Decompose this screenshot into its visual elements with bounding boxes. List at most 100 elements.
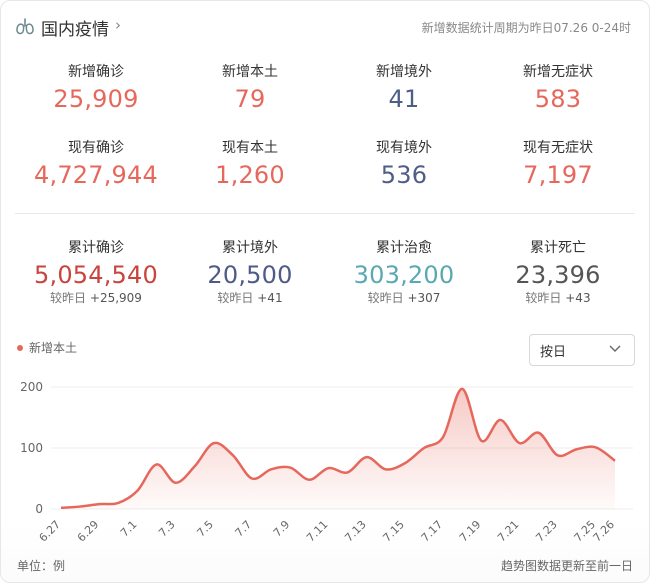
data-point[interactable] [115, 500, 121, 506]
stat-current-local: 现有本土 1,260 [170, 137, 330, 189]
x-tick-label: 7.13 [342, 518, 369, 545]
data-point[interactable] [287, 465, 293, 471]
stat-total-deaths: 累计死亡 23,396 较昨日 +43 [478, 237, 638, 306]
x-tick-label: 7.15 [380, 518, 407, 545]
chart-legend[interactable]: 新增本土 [17, 339, 77, 356]
data-point[interactable] [459, 386, 465, 392]
stat-label: 新增境外 [376, 64, 432, 80]
data-point[interactable] [440, 434, 446, 440]
stat-current-asymptomatic: 现有无症状 7,197 [478, 137, 638, 189]
data-point[interactable] [230, 452, 236, 458]
chevron-right-icon[interactable]: › [115, 16, 121, 34]
stat-new-asymptomatic: 新增无症状 583 [478, 61, 638, 113]
data-point[interactable] [516, 440, 522, 446]
lungs-icon [16, 18, 34, 35]
data-point[interactable] [593, 444, 599, 450]
data-point[interactable] [536, 430, 542, 436]
data-point[interactable] [555, 452, 561, 458]
x-tick-label: 7.17 [419, 518, 446, 545]
data-point[interactable] [77, 504, 83, 510]
x-tick-label: 7.7 [233, 518, 255, 540]
stat-value: 1,260 [215, 161, 285, 189]
x-tick-label: 7.1 [118, 518, 140, 540]
data-point[interactable] [96, 501, 102, 507]
stat-value: 7,197 [523, 161, 593, 189]
stat-label: 现有本土 [222, 140, 278, 156]
stat-value: 41 [388, 85, 420, 113]
series-area [61, 388, 615, 509]
stat-new-local: 新增本土 79 [170, 61, 330, 113]
trend-chart: 0 100 200 6.27 6.29 7.1 7.3 7.5 7.7 7.9 7.11 7.13 7.… [20, 380, 633, 545]
stat-value: 23,396 [515, 261, 601, 289]
period-select[interactable]: 按日 [529, 334, 635, 366]
legend-label: 新增本土 [29, 341, 78, 355]
stat-value: 4,727,944 [34, 161, 158, 189]
stat-total-imported: 累计境外 20,500 较昨日 +41 [170, 237, 330, 306]
stat-new-imported: 新增境外 41 [324, 61, 484, 113]
data-point[interactable] [211, 440, 217, 446]
data-point[interactable] [325, 465, 331, 471]
data-point[interactable] [134, 488, 140, 494]
stat-total-confirmed: 累计确诊 5,054,540 较昨日 +25,909 [16, 237, 176, 306]
stat-total-recovered: 累计治愈 303,200 较昨日 +307 [324, 237, 484, 306]
divider [15, 213, 635, 214]
unit-label: 单位：例 [17, 559, 66, 573]
data-point[interactable] [574, 446, 580, 452]
data-point[interactable] [421, 445, 427, 451]
stat-label: 累计治愈 [376, 240, 432, 256]
data-point[interactable] [192, 463, 198, 469]
stat-delta: 较昨日 +25,909 [50, 291, 142, 305]
x-tick-label: 7.5 [194, 518, 216, 540]
x-tick-label: 7.11 [304, 518, 331, 545]
stat-value: 303,200 [353, 261, 455, 289]
stat-current-imported: 现有境外 536 [324, 137, 484, 189]
chevron-down-icon [609, 345, 621, 352]
x-tick-label: 7.23 [533, 518, 560, 545]
y-tick-label: 100 [20, 441, 43, 455]
data-point[interactable] [154, 461, 160, 467]
data-point[interactable] [383, 466, 389, 472]
legend-dot [17, 344, 23, 351]
x-tick-label: 6.29 [75, 518, 102, 545]
data-point[interactable] [345, 469, 351, 475]
period-note: 新增数据统计周期为昨日07.26 0-24时 [421, 21, 631, 35]
data-point[interactable] [173, 480, 179, 486]
stat-label: 新增本土 [222, 64, 278, 80]
data-point[interactable] [478, 438, 484, 444]
x-tick-label: 7.3 [156, 518, 178, 540]
stat-value: 536 [380, 161, 428, 189]
stat-label: 累计境外 [222, 240, 278, 256]
x-tick-label: 7.26 [591, 518, 618, 545]
stat-value: 25,909 [53, 85, 139, 113]
stat-value: 583 [534, 85, 582, 113]
data-point[interactable] [364, 454, 370, 460]
y-tick-label: 200 [20, 380, 43, 394]
stat-delta: 较昨日 +41 [217, 291, 283, 305]
x-tick-label: 7.21 [495, 518, 522, 545]
stat-label: 新增无症状 [523, 64, 593, 80]
x-tick-label: 7.9 [271, 518, 293, 540]
stat-label: 现有无症状 [523, 140, 593, 156]
stat-label: 累计确诊 [68, 240, 124, 256]
y-tick-label: 0 [35, 502, 43, 516]
data-point[interactable] [402, 460, 408, 466]
data-point[interactable] [306, 477, 312, 483]
data-point[interactable] [268, 466, 274, 472]
stat-value: 79 [234, 85, 266, 113]
stat-value: 5,054,540 [34, 261, 158, 289]
stat-label: 累计死亡 [530, 240, 586, 256]
data-point[interactable] [612, 458, 618, 464]
data-point[interactable] [497, 417, 503, 423]
data-point[interactable] [58, 505, 64, 511]
stat-delta: 较昨日 +43 [525, 291, 591, 305]
page-title[interactable]: 国内疫情 [41, 20, 109, 40]
stat-label: 现有境外 [376, 140, 432, 156]
stat-value: 20,500 [207, 261, 293, 289]
stat-new-confirmed: 新增确诊 25,909 [16, 61, 176, 113]
stat-label: 新增确诊 [68, 64, 124, 80]
stat-delta: 较昨日 +307 [367, 291, 441, 305]
data-point[interactable] [249, 476, 255, 482]
card-header[interactable]: 国内疫情 › 新增数据统计周期为昨日07.26 0-24时 [15, 13, 635, 41]
series-line [60, 387, 616, 510]
